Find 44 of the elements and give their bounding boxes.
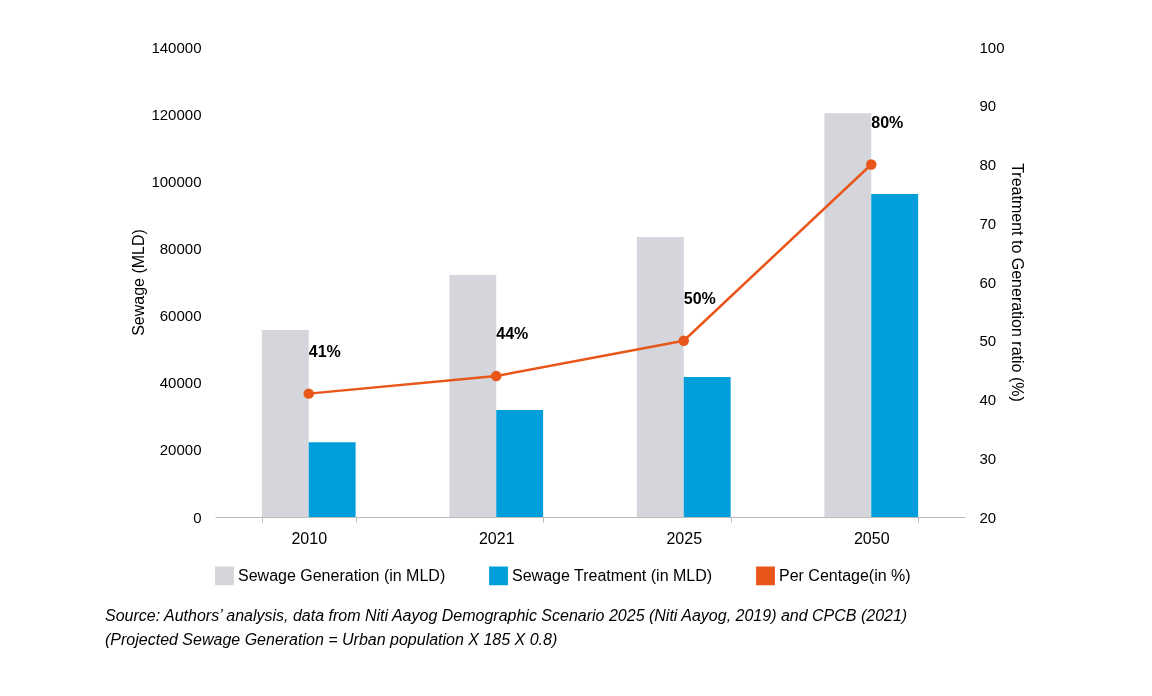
bar [308, 442, 356, 517]
y-tick-label: 60000 [159, 307, 202, 325]
bar [449, 274, 497, 517]
legend-label: Sewage Treatment (in MLD) [512, 566, 713, 584]
data-label: 41% [308, 342, 341, 360]
y-tick-label: 20000 [159, 441, 202, 459]
bar [824, 113, 872, 517]
bar [871, 194, 919, 517]
y-tick-label: 0 [193, 508, 202, 526]
point [303, 388, 314, 399]
y-tick-label: 80000 [159, 239, 202, 257]
point [678, 335, 689, 346]
y2-tick-label: 20 [979, 508, 997, 526]
y2-axis-title: Treatment to Generation ratio (%) [1008, 163, 1026, 402]
y-axis-title: Sewage (MLD) [130, 229, 148, 336]
y-tick-label: 40000 [159, 374, 202, 392]
x-tick-label: 2050 [853, 529, 890, 547]
y2-tick-label: 50 [979, 332, 997, 350]
bar [496, 409, 544, 517]
y2-tick-label: 70 [979, 214, 997, 232]
y2-tick-label: 90 [979, 97, 997, 115]
bar [261, 330, 309, 517]
point [866, 159, 877, 170]
legend-label: Sewage Generation (in MLD) [238, 566, 446, 584]
legend-label: Per Centage(in %) [779, 566, 911, 584]
data-label: 80% [871, 113, 904, 131]
y-tick-label: 140000 [151, 38, 202, 56]
y2-tick-label: 30 [979, 449, 997, 467]
text: (Projected Sewage Generation = Urban population X 185 X 0.8) [105, 631, 558, 648]
data-label: 50% [683, 289, 716, 307]
y2-tick-label: 40 [979, 391, 997, 408]
point [491, 370, 502, 382]
y2-tick-label: 60 [979, 273, 997, 291]
y-tick-label: 100000 [151, 172, 202, 190]
source-note: Source: Authors’ analysis, data from Niti Aayog Demographic Scenario 2025 (Niti Aayog, 2019) and CPCB (2021) [105, 607, 908, 624]
x-tick-label: 2025 [666, 529, 703, 547]
x-tick-label: 2021 [478, 529, 515, 547]
y-tick-label: 120000 [151, 105, 202, 123]
data-label: 44% [496, 325, 529, 342]
bar [683, 377, 731, 517]
x-tick-label: 2010 [291, 529, 328, 547]
y2-tick-label: 100 [979, 38, 1005, 56]
bar [636, 237, 684, 517]
y2-tick-label: 80 [979, 156, 997, 173]
